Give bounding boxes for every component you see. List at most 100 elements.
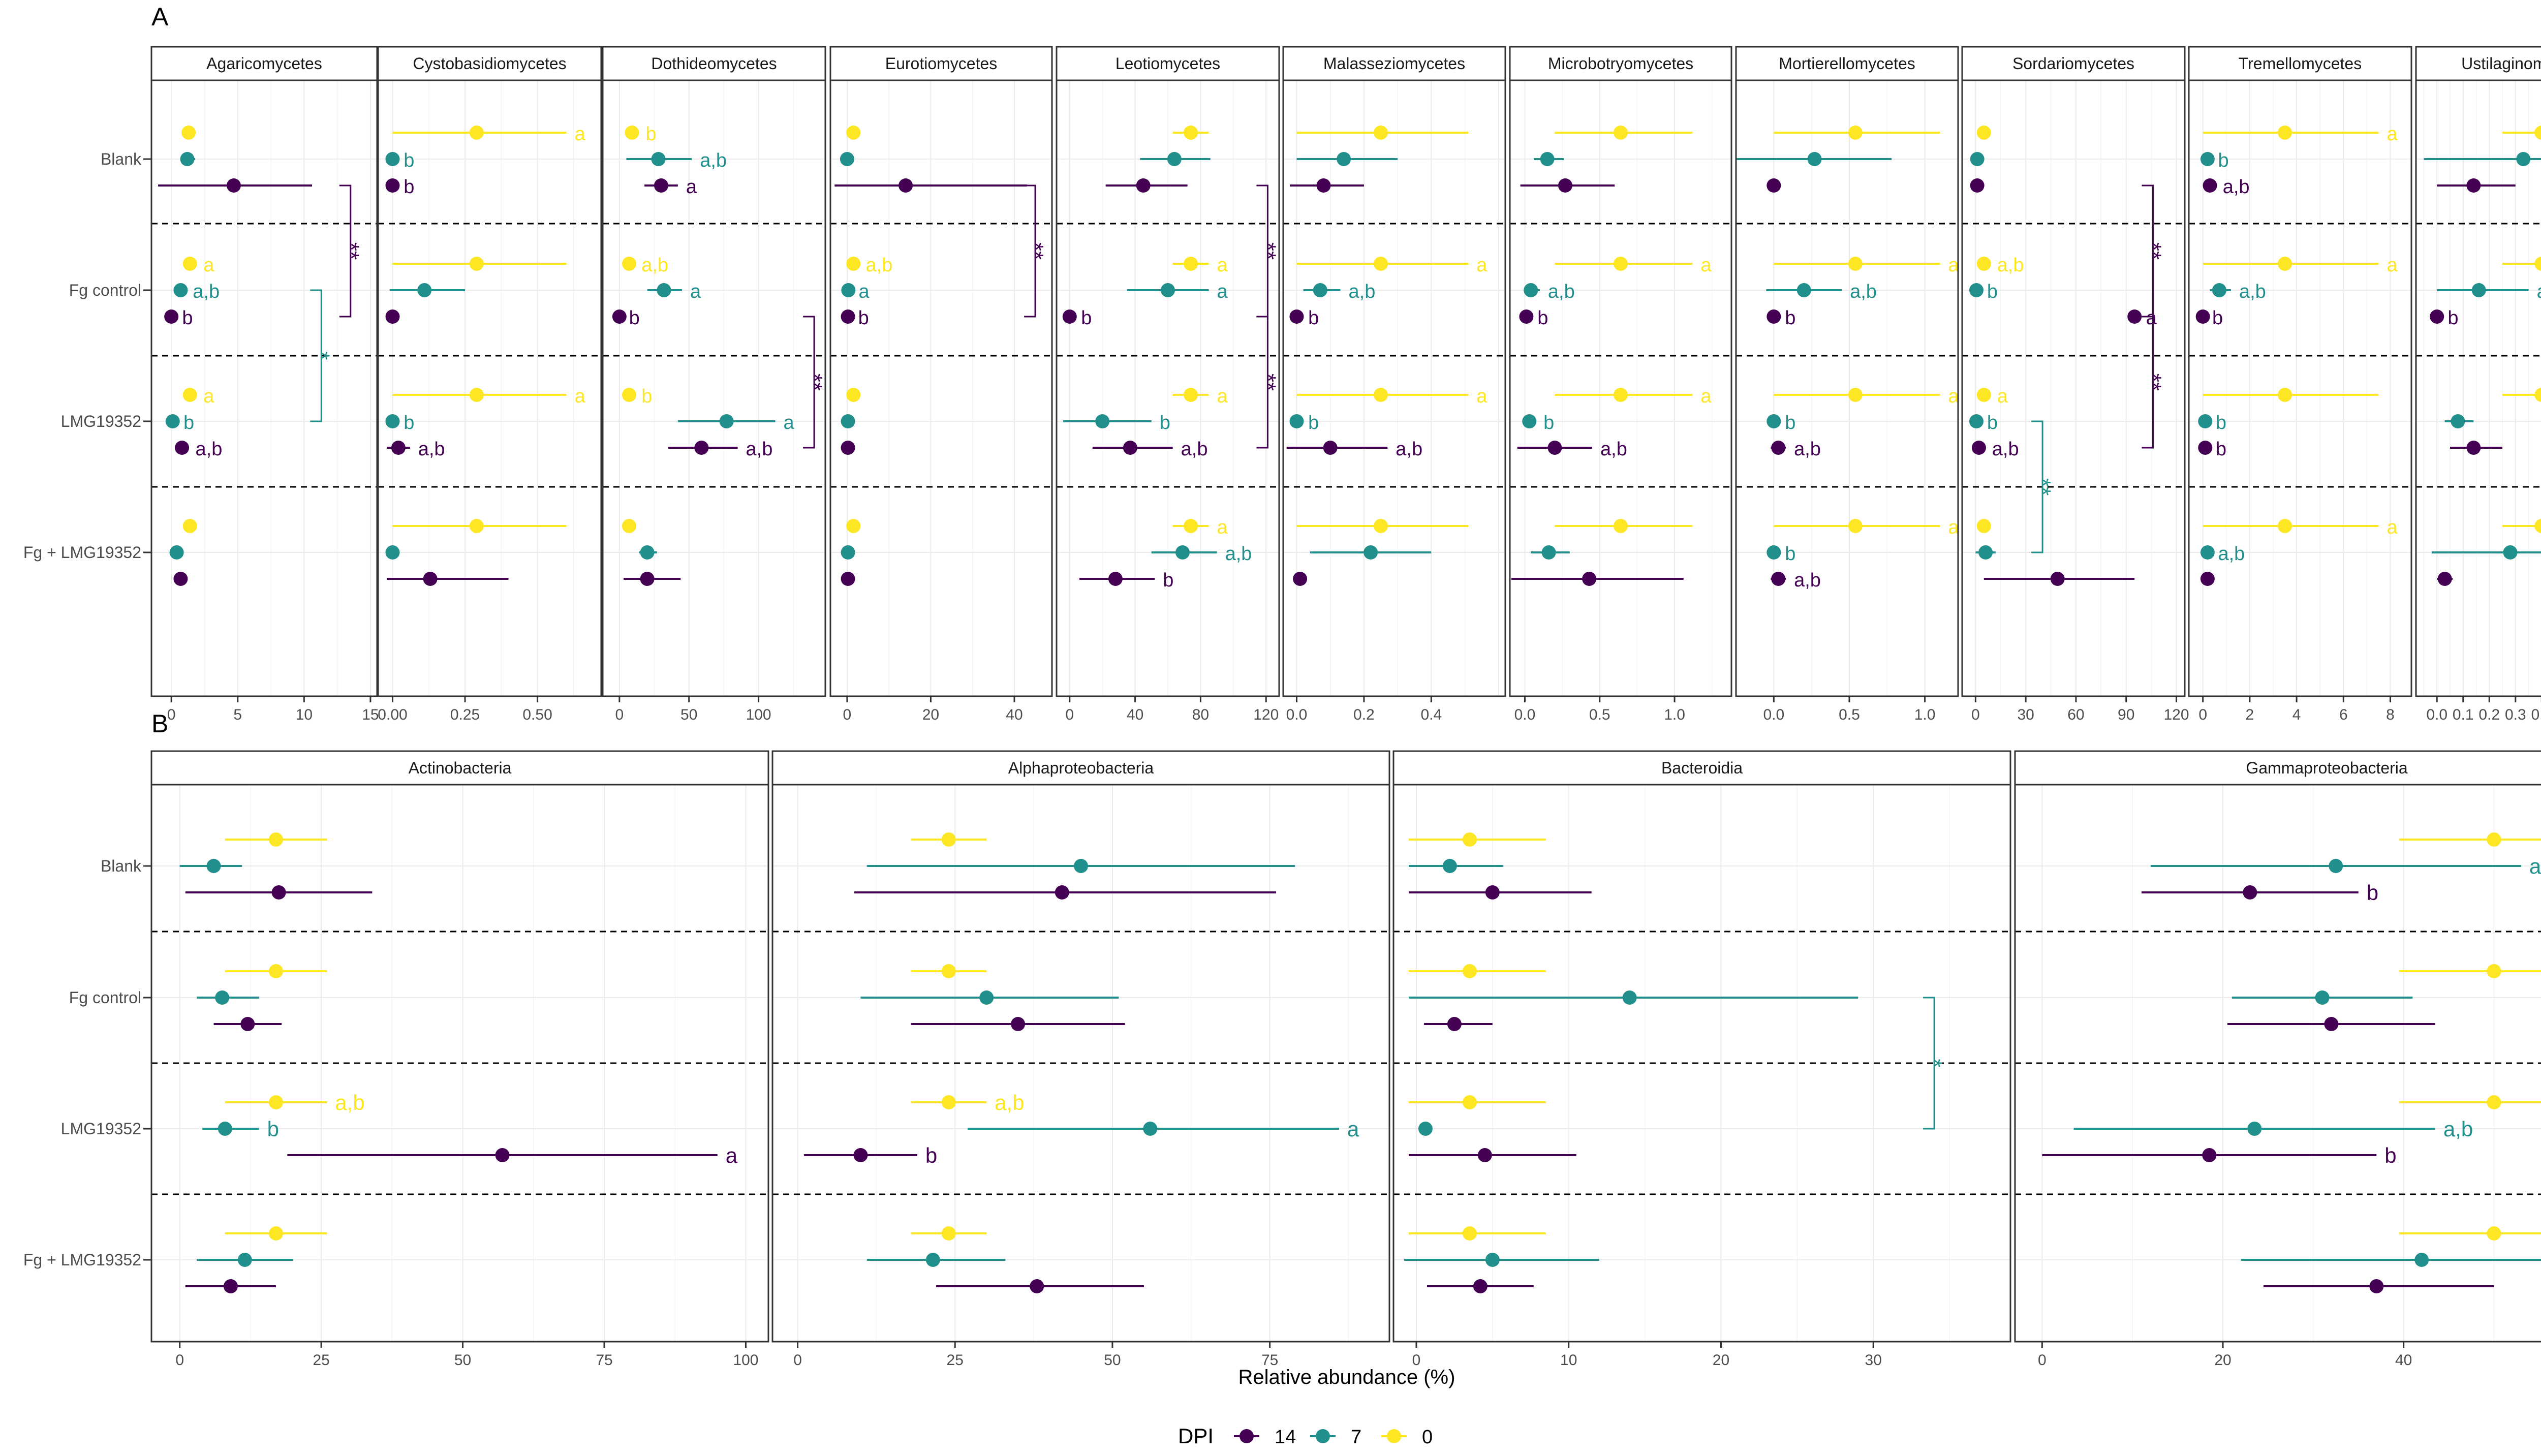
mean-dot (1524, 283, 1538, 297)
significance-letter: a (690, 281, 701, 302)
significance-letter: a,b (2223, 176, 2250, 198)
point-blank-dpi-7 (2424, 152, 2541, 166)
point-lmg19352-dpi-14: a,b (668, 439, 773, 460)
significance-letter: b (629, 307, 640, 329)
mean-dot (1796, 283, 1811, 297)
x-axis-label: Relative abundance (%) (1238, 1366, 1455, 1388)
point-blank-dpi-14: a (644, 176, 697, 198)
mean-dot (1418, 1122, 1433, 1136)
point-fg-control-dpi-7 (2232, 990, 2413, 1005)
significance-letter: a (203, 386, 214, 407)
significance-letter: a,b (746, 439, 773, 460)
point-fg-control-dpi-0 (392, 257, 567, 271)
mean-dot (654, 178, 668, 193)
mean-dot (469, 126, 484, 140)
point-blank-dpi-7 (1534, 152, 1564, 166)
facet-border (150, 79, 378, 697)
bracket-stars: ** (1255, 374, 1280, 391)
point-fg-lmg19352-dpi-7 (1310, 545, 1432, 560)
point-blank-dpi-14 (834, 178, 1027, 193)
point-fg-lmg19352-dpi-14 (2264, 1279, 2494, 1293)
point-fg-lmg19352-dpi-0: a (1172, 517, 1228, 538)
significance-letter: a,b (1992, 439, 2019, 460)
point-fg-lmg19352-dpi-7 (169, 545, 184, 560)
point-fg-control-dpi-7: a (647, 281, 701, 302)
point-blank-dpi-7 (1140, 152, 1211, 166)
mean-dot (165, 414, 180, 428)
mean-dot (1767, 309, 1781, 324)
facet-strip (1509, 46, 1732, 81)
point-fg-control-dpi-14: a (2127, 307, 2157, 329)
row-label-blank-a: Blank (101, 150, 142, 168)
significance-letter: a,b (196, 439, 223, 460)
significance-letter: a,b (1997, 255, 2024, 276)
significance-letter: b (645, 123, 656, 145)
significance-letter: b (2216, 439, 2226, 460)
significance-bracket: * (1922, 997, 1947, 1130)
mean-dot (1970, 178, 1985, 193)
point-blank-dpi-7: b (385, 150, 414, 171)
point-fg-lmg19352-dpi-7 (1975, 545, 1996, 560)
bracket-stars: ** (2141, 374, 2165, 391)
facet-border (2014, 784, 2541, 1343)
mean-dot (2243, 885, 2257, 900)
significance-letter: a,b (2529, 854, 2541, 878)
mean-dot (1976, 388, 1991, 402)
point-blank-dpi-7 (1296, 152, 1398, 166)
legend-entry-7: 7 (1310, 1427, 1361, 1448)
mean-dot (719, 414, 734, 428)
mean-dot (1976, 126, 1991, 140)
point-fg-control-dpi-0 (911, 964, 987, 978)
mean-dot (2516, 152, 2531, 166)
point-lmg19352-dpi-14: a (287, 1143, 738, 1167)
point-fg-lmg19352-dpi-7 (866, 1253, 1006, 1267)
significance-letter: a (783, 412, 794, 433)
point-fg-control-dpi-14: b (1062, 307, 1092, 329)
point-lmg19352-dpi-7 (1418, 1122, 1433, 1136)
point-fg-control-dpi-14: b (2430, 307, 2459, 329)
point-lmg19352-dpi-7: a (677, 412, 794, 433)
facet-title: Malasseziomycetes (1323, 54, 1465, 73)
point-lmg19352-dpi-0: a (2399, 1095, 2541, 1109)
row-label-blank-b: Blank (101, 857, 142, 875)
significance-letter: a (1217, 517, 1228, 538)
bracket-stars: ** (802, 374, 827, 391)
x-tick-label: 0.4 (2531, 706, 2541, 723)
mean-dot (1519, 309, 1534, 324)
mean-dot (182, 257, 197, 271)
mean-dot (622, 388, 637, 402)
mean-dot (2534, 126, 2541, 140)
x-tick-label: 0 (1065, 706, 1074, 723)
mean-dot (2466, 178, 2481, 193)
point-lmg19352-dpi-0: a (1296, 386, 1488, 407)
mean-dot (651, 152, 666, 166)
mean-dot (223, 1279, 238, 1293)
facet-eurotiomycetes: Eurotiomycetes a,b ab ** 0 20 40 (829, 46, 1053, 723)
mean-dot (391, 441, 406, 455)
mean-dot (1614, 388, 1628, 402)
bracket-line (1923, 997, 1935, 1130)
mean-dot (1969, 283, 1984, 297)
facet-title: Microbotryomycetes (1548, 54, 1693, 73)
x-tick-label: 100 (746, 706, 771, 723)
significance-letter: a (1948, 255, 1959, 276)
mean-dot (1462, 964, 1477, 978)
significance-letter: b (2216, 412, 2226, 433)
significance-letter: a (858, 281, 870, 302)
point-lmg19352-dpi-7: b (385, 412, 414, 433)
significance-letter: b (1537, 307, 1548, 329)
point-lmg19352-dpi-0: a (1172, 386, 1228, 407)
point-blank-dpi-14: a,b (2203, 176, 2250, 198)
x-tick-label: 40 (1006, 706, 1022, 723)
mean-dot (469, 519, 484, 533)
bracket-line (2031, 420, 2043, 553)
mean-dot (1522, 414, 1537, 428)
row-label-fg-lmg19352-b: Fg + LMG19352 (23, 1251, 141, 1269)
significance-letter: a,b (193, 281, 220, 302)
point-fg-lmg19352-dpi-14 (1427, 1279, 1534, 1293)
point-fg-control-dpi-14 (1423, 1017, 1493, 1031)
mean-dot (1614, 126, 1628, 140)
mean-dot (1095, 414, 1110, 428)
mean-dot (1161, 283, 1175, 297)
